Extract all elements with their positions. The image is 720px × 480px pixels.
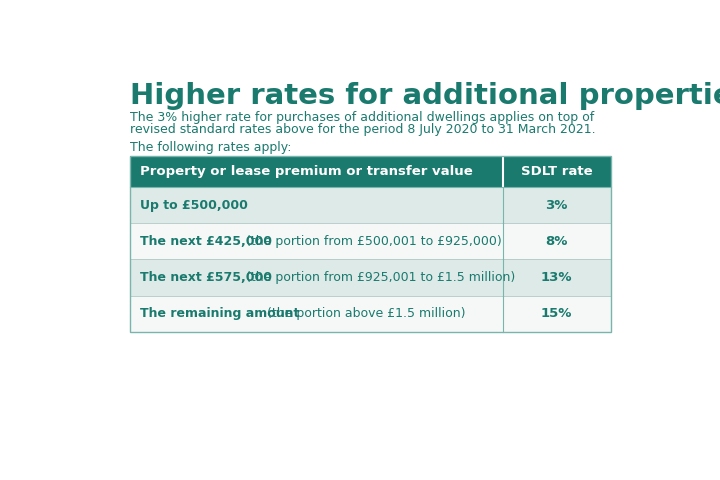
Text: (the portion above £1.5 million): (the portion above £1.5 million) — [263, 307, 466, 320]
Bar — [130, 156, 611, 187]
Text: 15%: 15% — [541, 307, 572, 320]
Bar — [130, 223, 611, 259]
Text: (the portion from £925,001 to £1.5 million): (the portion from £925,001 to £1.5 milli… — [242, 271, 515, 284]
Text: The 3% higher rate for purchases of additional dwellings applies on top of: The 3% higher rate for purchases of addi… — [130, 111, 595, 124]
Text: (the portion from £500,001 to £925,000): (the portion from £500,001 to £925,000) — [242, 235, 502, 248]
Text: Up to £500,000: Up to £500,000 — [140, 199, 248, 212]
Bar — [130, 296, 611, 332]
Text: SDLT rate: SDLT rate — [521, 165, 593, 178]
Text: 13%: 13% — [541, 271, 572, 284]
Text: Higher rates for additional properties: Higher rates for additional properties — [130, 82, 720, 110]
Text: The remaining amount: The remaining amount — [140, 307, 299, 320]
Bar — [130, 259, 611, 296]
Text: The following rates apply:: The following rates apply: — [130, 141, 292, 154]
Text: Property or lease premium or transfer value: Property or lease premium or transfer va… — [140, 165, 472, 178]
Bar — [130, 156, 611, 332]
Text: 3%: 3% — [546, 199, 568, 212]
Text: revised standard rates above for the period 8 July 2020 to 31 March 2021.: revised standard rates above for the per… — [130, 123, 596, 136]
Text: The next £425,000: The next £425,000 — [140, 235, 271, 248]
Text: 8%: 8% — [546, 235, 568, 248]
Bar — [130, 187, 611, 223]
Text: The next £575,000: The next £575,000 — [140, 271, 271, 284]
